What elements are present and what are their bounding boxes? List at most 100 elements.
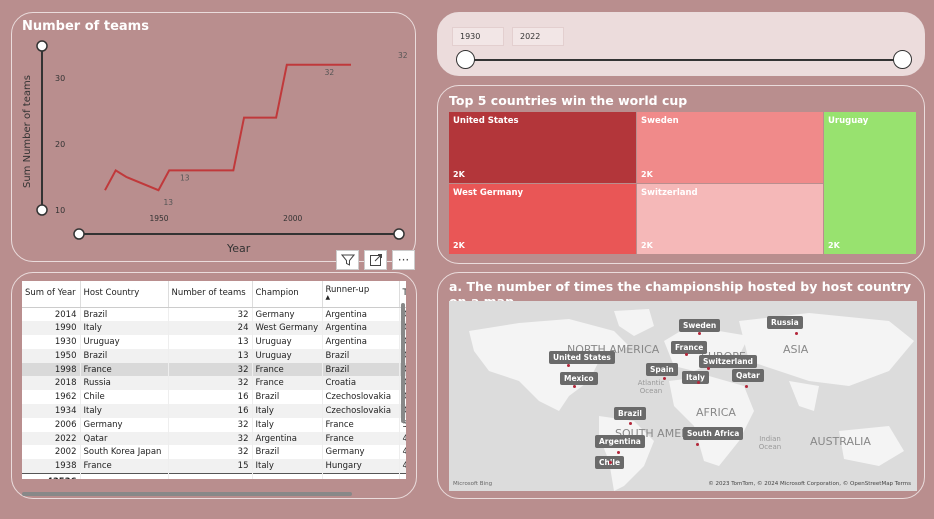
table-cell: 32 bbox=[168, 362, 253, 377]
table-cell: 16 bbox=[168, 390, 253, 405]
world-cup-table[interactable]: Sum of Year Host Country Number of teams… bbox=[22, 281, 406, 479]
col-header-runner-up[interactable]: Runner-up ▲ bbox=[322, 281, 400, 308]
teams-series-line[interactable] bbox=[104, 63, 351, 192]
slicer-handle-end[interactable] bbox=[893, 50, 912, 69]
table-row[interactable]: 2018Russia32FranceCroatia4 bbox=[22, 376, 406, 391]
table-cell: Italy bbox=[252, 417, 323, 432]
map-location-bubble[interactable] bbox=[745, 385, 748, 388]
line-chart: Sum Number of teams Year 10 20 30 1950 2000 1… bbox=[22, 40, 408, 255]
table-cell: Chile bbox=[80, 390, 169, 405]
treemap-tile[interactable]: United States 2K bbox=[449, 112, 636, 183]
x-axis-label: Year bbox=[226, 242, 251, 255]
table-horizontal-scrollbar[interactable] bbox=[22, 492, 352, 496]
map-location-bubble[interactable] bbox=[609, 461, 612, 464]
table-cell: 32 bbox=[168, 376, 253, 391]
ocean-indian: Indian Ocean bbox=[758, 435, 782, 451]
y-zoom-handle-bottom[interactable] bbox=[36, 204, 48, 216]
table-cell: 4 bbox=[399, 445, 406, 460]
table-cell: France bbox=[80, 459, 169, 474]
world-map[interactable]: NORTH AMERICA EUROPE ASIA AFRICA SOUTH A… bbox=[449, 301, 917, 491]
slicer-start-input[interactable]: 1930 bbox=[452, 27, 504, 46]
ocean-atlantic: Atlantic Ocean bbox=[637, 379, 665, 395]
table-row[interactable]: 1930Uruguay13UruguayArgentina4 bbox=[22, 335, 406, 349]
table-total-empty bbox=[168, 472, 253, 479]
slicer-handle-start[interactable] bbox=[456, 50, 475, 69]
table-row[interactable]: 2014Brazil32GermanyArgentina4 bbox=[22, 307, 406, 322]
table-total-empty bbox=[80, 472, 169, 479]
table-cell: 1962 bbox=[22, 390, 81, 405]
table-total-empty bbox=[322, 472, 400, 479]
year-slicer-panel: 1930 2022 bbox=[437, 12, 925, 76]
x-zoom-handle-right[interactable] bbox=[393, 228, 405, 240]
treemap-tile-value: 2K bbox=[828, 241, 840, 250]
col-header-host-country[interactable]: Host Country bbox=[80, 281, 169, 308]
map-location-bubble[interactable] bbox=[629, 422, 632, 425]
col-header-sum-of-year[interactable]: Sum of Year bbox=[22, 281, 81, 308]
slicer-end-input[interactable]: 2022 bbox=[512, 27, 564, 46]
treemap-tile[interactable]: Sweden 2K bbox=[637, 112, 823, 183]
table-row[interactable]: 2022Qatar32ArgentinaFrance4 bbox=[22, 431, 406, 446]
filter-icon[interactable] bbox=[336, 250, 359, 270]
treemap-tile[interactable]: Switzerland 2K bbox=[637, 184, 823, 254]
table-cell: Czechoslovakia bbox=[322, 404, 400, 418]
treemap-tile-value: 2K bbox=[453, 170, 465, 179]
map-location-bubble[interactable] bbox=[698, 332, 701, 335]
continent-australia: AUSTRALIA bbox=[810, 435, 871, 448]
map-location-bubble[interactable] bbox=[567, 364, 570, 367]
col-header-champion[interactable]: Champion bbox=[252, 281, 323, 308]
x-zoom-handle-left[interactable] bbox=[73, 228, 85, 240]
table-cell: Uruguay bbox=[252, 348, 323, 363]
map-location-bubble[interactable] bbox=[707, 367, 710, 370]
map-country-label[interactable]: France bbox=[671, 341, 708, 354]
focus-mode-icon[interactable] bbox=[364, 250, 387, 270]
table-row[interactable]: 1962Chile16BrazilCzechoslovakia4 bbox=[22, 390, 406, 405]
treemap-tile-value: 2K bbox=[641, 170, 653, 179]
map-location-bubble[interactable] bbox=[617, 451, 620, 454]
table-row[interactable]: 2006Germany32ItalyFrance5 bbox=[22, 417, 406, 432]
map-location-bubble[interactable] bbox=[663, 377, 666, 380]
map-country-label[interactable]: Russia bbox=[767, 316, 803, 329]
data-label: 32 bbox=[325, 68, 335, 77]
slicer-track[interactable] bbox=[466, 59, 902, 61]
table-row[interactable]: 1934Italy16ItalyCzechoslovakia4 bbox=[22, 404, 406, 418]
y-zoom-handle-top[interactable] bbox=[36, 40, 48, 52]
map-country-label[interactable]: South Africa bbox=[683, 427, 744, 440]
table-row[interactable]: 1938France15ItalyHungary4 bbox=[22, 459, 406, 474]
table-cell: West Germany bbox=[252, 321, 323, 336]
table-cell: 5 bbox=[399, 417, 406, 432]
map-location-bubble[interactable] bbox=[573, 385, 576, 388]
table-cell: 1930 bbox=[22, 335, 81, 349]
map-country-label[interactable]: Brazil bbox=[614, 407, 646, 420]
x-tick-label: 2000 bbox=[283, 214, 302, 223]
table-row[interactable]: 1998France32FranceBrazil4 bbox=[22, 362, 406, 377]
treemap-tile[interactable]: Uruguay 2K bbox=[824, 112, 916, 254]
map-attribution[interactable]: © 2023 TomTom, © 2024 Microsoft Corporat… bbox=[708, 481, 911, 487]
map-country-label[interactable]: Mexico bbox=[560, 372, 598, 385]
map-country-label[interactable]: United States bbox=[549, 351, 615, 364]
y-axis-label: Sum Number of teams bbox=[22, 75, 33, 188]
more-options-icon[interactable]: ··· bbox=[392, 250, 415, 270]
table-cell: 1950 bbox=[22, 348, 81, 363]
map-country-label[interactable]: Spain bbox=[646, 363, 678, 376]
table-cell: Argentina bbox=[322, 335, 400, 349]
col-header-number-of-teams[interactable]: Number of teams bbox=[168, 281, 253, 308]
map-country-label[interactable]: Argentina bbox=[595, 435, 645, 448]
map-location-bubble[interactable] bbox=[685, 353, 688, 356]
x-tick-label: 1950 bbox=[149, 214, 168, 223]
map-location-bubble[interactable] bbox=[795, 332, 798, 335]
table-cell: Brazil bbox=[322, 362, 400, 377]
map-country-label[interactable]: Qatar bbox=[732, 369, 764, 382]
treemap-tile[interactable]: West Germany 2K bbox=[449, 184, 636, 254]
map-country-label[interactable]: Italy bbox=[682, 371, 709, 384]
table-cell: Brazil bbox=[80, 307, 169, 322]
map-location-bubble[interactable] bbox=[697, 381, 700, 384]
map-location-bubble[interactable] bbox=[696, 443, 699, 446]
table-row[interactable]: 1950Brazil13UruguayBrazil4 bbox=[22, 348, 406, 363]
map-country-label[interactable]: Switzerland bbox=[699, 355, 757, 368]
table-total-empty bbox=[399, 472, 406, 479]
table-vertical-scrollbar[interactable] bbox=[401, 303, 405, 423]
table-cell: 1938 bbox=[22, 459, 81, 474]
map-country-label[interactable]: Sweden bbox=[679, 319, 721, 332]
